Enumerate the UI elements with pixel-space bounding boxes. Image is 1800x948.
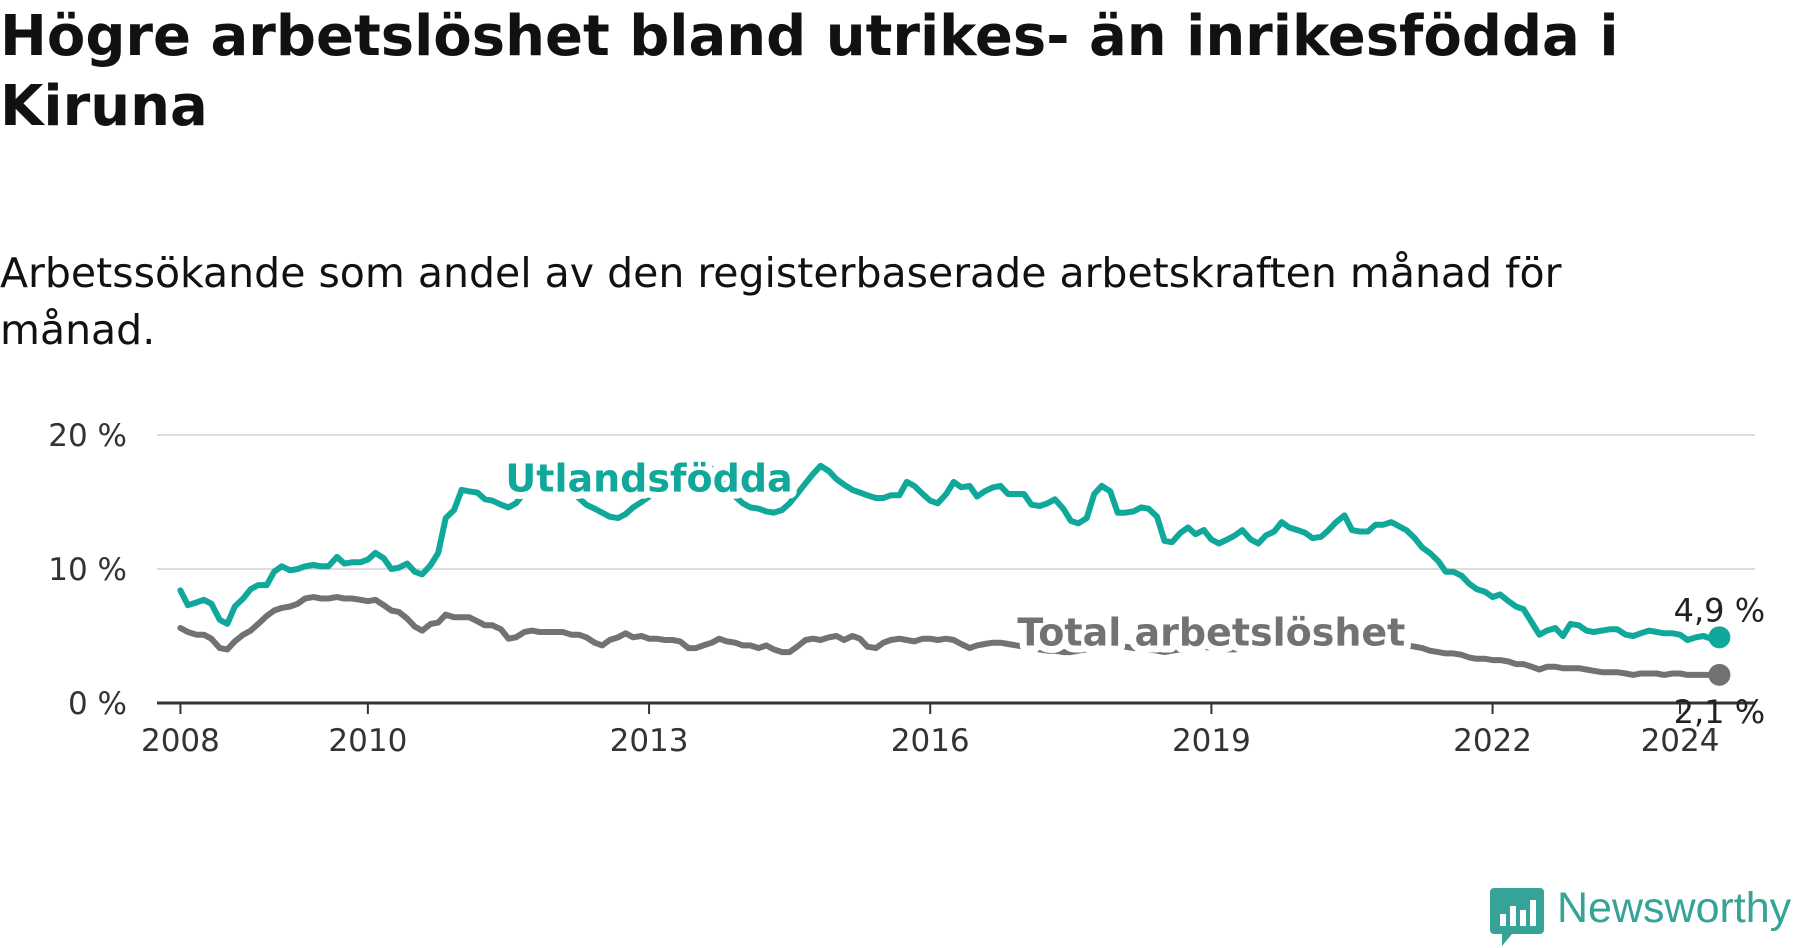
y-tick-label-10: 10 %	[48, 552, 127, 588]
x-tick-label-2024: 2024	[1641, 723, 1720, 759]
chart-title: Högre arbetslöshet bland utrikes- än inr…	[0, 4, 1619, 139]
x-tick-label-2016: 2016	[891, 723, 970, 759]
series-labels: 4,9 % Utlandsfödda 2,1 % Total arbetslöshet	[498, 449, 1765, 731]
y-tick-label-0: 0 %	[68, 686, 127, 722]
series-end-label-1: 2,1 %	[1674, 693, 1765, 731]
x-tick-label-2022: 2022	[1453, 723, 1532, 759]
series-name-label-1: Total arbetslöshet	[1017, 610, 1405, 654]
grid-lines	[157, 434, 1755, 570]
series-line-1	[177, 594, 1723, 678]
chart-subtitle: Arbetssökande som andel av den registerb…	[0, 249, 1562, 354]
y-axis-tick-labels: 0 % 10 % 20 %	[48, 418, 127, 722]
x-tick-label-2010: 2010	[328, 723, 407, 759]
x-axis: 2008 2010 2013 2016 2019 2022 2024	[141, 701, 1755, 759]
series-end-label-0: 4,9 %	[1674, 591, 1765, 629]
series-name-label-0: Utlandsfödda	[505, 456, 792, 500]
x-tick-label-2019: 2019	[1172, 723, 1251, 759]
series-end-point-1	[1708, 663, 1731, 686]
series-line-0	[177, 457, 1723, 643]
brand-name: Newsworthy	[1557, 884, 1792, 932]
series-lines	[177, 457, 1731, 686]
y-tick-label-20: 20 %	[48, 418, 127, 454]
newsworthy-logo-icon	[1490, 888, 1544, 946]
x-tick-label-2013: 2013	[610, 723, 689, 759]
x-tick-label-2008: 2008	[141, 723, 220, 759]
series-end-point-0	[1708, 626, 1731, 649]
